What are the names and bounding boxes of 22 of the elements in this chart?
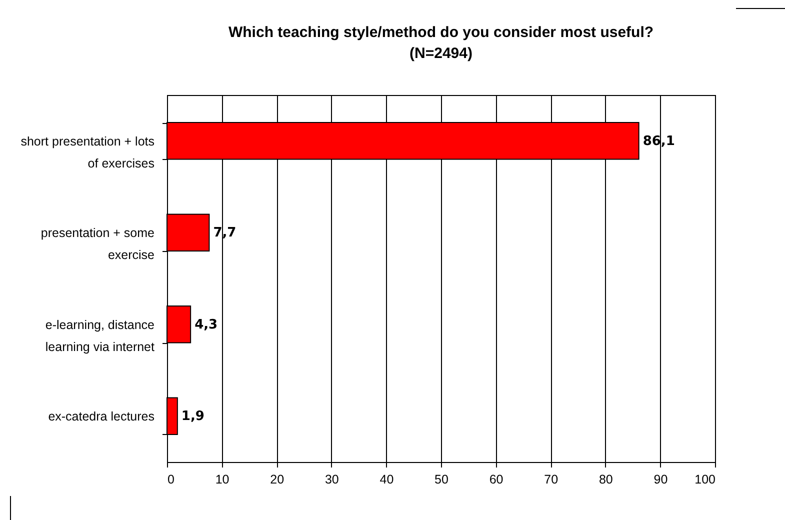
bar [166,306,192,344]
y-tick-label: presentation + some exercise [40,226,155,262]
x-tick-label: 40 [380,472,394,486]
y-tick-label: short presentation + lots of exercises [20,134,154,170]
x-tick-label: 100 [694,472,716,486]
x-tick-label: 20 [270,472,284,486]
x-tick-label: 10 [215,472,230,486]
x-tick-label: 0 [168,472,174,486]
x-tick-label: 90 [654,472,668,486]
y-tick-label: ex-catedra lectures [48,410,154,424]
bar [166,397,178,435]
data-label: 4,3 [194,317,218,332]
y-tick-label: e-learning, distance learning via internet [45,318,156,354]
chart-title: Which teaching style/method do you consider most useful? [228,24,654,41]
data-label: 1,9 [181,409,204,424]
bar [166,214,210,252]
chart-subtitle: (N=2494) [410,45,472,62]
x-tick-label: 60 [489,472,504,486]
x-tick-label: 70 [544,472,558,486]
x-tick-label: 80 [598,472,613,486]
x-tick-label: 30 [324,472,339,486]
x-tick-label: 50 [434,472,448,486]
